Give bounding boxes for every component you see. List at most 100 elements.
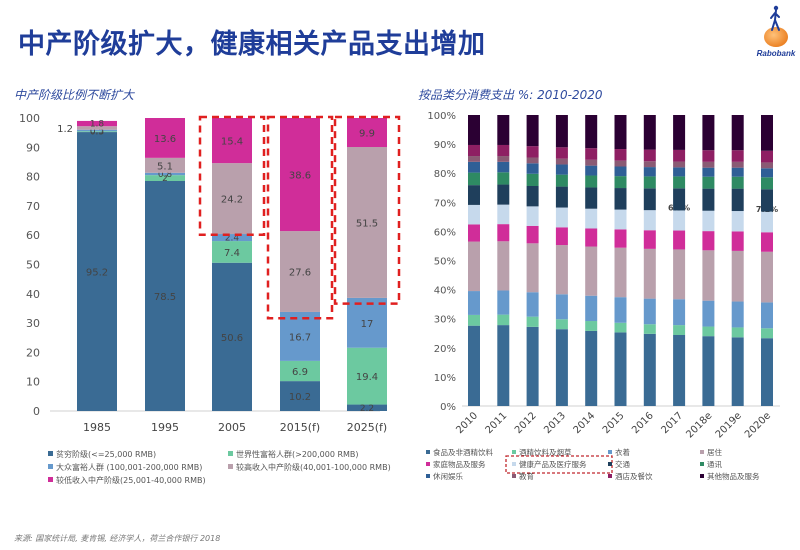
bar-segment xyxy=(731,231,744,251)
legend-label: 世界性富裕人群(>200,000 RMB) xyxy=(236,449,359,459)
bar-segment xyxy=(77,131,117,133)
bar-segment xyxy=(585,175,598,188)
legend-swatch xyxy=(426,474,430,478)
bar-segment xyxy=(614,209,627,230)
bar-segment xyxy=(731,250,744,302)
bar-segment xyxy=(761,251,773,303)
data-label: 0.5 xyxy=(90,126,104,136)
legend-label: 较高收入中产阶级(40,001-100,000 RMB) xyxy=(236,462,391,472)
right-chart: 0%10%20%30%40%50%60%70%80%90%100%2010 201… xyxy=(426,111,780,481)
data-label: 51.5 xyxy=(356,218,378,229)
bar-segment xyxy=(761,177,773,190)
bar-segment xyxy=(673,334,686,406)
bar-segment xyxy=(702,326,715,337)
bar-segment xyxy=(585,295,598,322)
bar-segment xyxy=(761,211,773,233)
bar-segment xyxy=(468,115,480,145)
bar-segment xyxy=(673,210,686,231)
bar-segment xyxy=(761,232,773,252)
bar-segment xyxy=(555,227,568,246)
bar-segment xyxy=(468,224,480,242)
legend-swatch xyxy=(512,450,516,454)
bar-segment xyxy=(526,186,539,207)
bar-segment xyxy=(643,230,656,249)
bar-segment xyxy=(673,167,686,177)
bar-segment xyxy=(643,149,656,162)
bar-segment xyxy=(614,188,627,210)
bar-segment xyxy=(468,156,480,162)
bar-segment xyxy=(585,148,598,160)
y-tick-label: 50% xyxy=(434,257,456,268)
bar-segment xyxy=(526,316,539,327)
bar-segment xyxy=(761,115,773,151)
data-label: 95.2 xyxy=(86,268,108,279)
legend-label: 酒店及餐饮 xyxy=(615,471,653,481)
bar-segment xyxy=(614,176,627,189)
y-tick-label: 0% xyxy=(440,402,456,413)
bar-segment xyxy=(702,300,715,327)
data-label: 0.8 xyxy=(158,170,173,180)
bar-segment xyxy=(526,326,539,406)
bar-segment xyxy=(555,207,568,228)
y-tick-label: 60% xyxy=(434,227,456,238)
data-label: 7.4 xyxy=(224,248,240,259)
data-label: 38.6 xyxy=(289,171,311,182)
bar-segment xyxy=(497,290,510,315)
x-tick-label: 2013 xyxy=(542,410,568,436)
bar-segment xyxy=(77,120,117,127)
bar-segment xyxy=(212,118,252,164)
bar-segment xyxy=(702,176,715,189)
bar-segment xyxy=(643,324,656,334)
bar-segment xyxy=(468,144,480,157)
logo-text: Rabobank xyxy=(756,49,796,58)
bar-segment xyxy=(731,337,744,406)
y-tick-label: 90% xyxy=(434,140,456,151)
bar-segment xyxy=(585,208,598,229)
data-label: 17 xyxy=(361,319,374,330)
legend-label: 教育 xyxy=(519,471,534,481)
bar-segment xyxy=(702,336,715,406)
bar-segment xyxy=(761,162,773,169)
bar-segment xyxy=(145,157,185,173)
legend-swatch xyxy=(48,464,53,469)
bar-segment xyxy=(145,172,185,176)
bar-segment xyxy=(526,206,539,226)
bar-segment xyxy=(585,321,598,331)
bar-segment xyxy=(643,161,656,168)
bar-segment xyxy=(614,297,627,323)
y-tick-label: 40% xyxy=(434,286,456,297)
bar-segment xyxy=(468,172,480,186)
bar-segment xyxy=(761,150,773,163)
bar-segment xyxy=(468,314,480,326)
bar-segment xyxy=(497,144,510,157)
bar-segment xyxy=(585,330,598,406)
bar-segment xyxy=(761,168,773,178)
bar-segment xyxy=(497,314,510,326)
bar-segment xyxy=(555,245,568,295)
y-tick-label: 30 xyxy=(26,317,40,330)
legend-swatch xyxy=(700,450,704,454)
legend-swatch xyxy=(426,450,430,454)
bar-segment xyxy=(761,302,773,329)
bar-segment xyxy=(673,249,686,300)
bar-segment xyxy=(212,262,252,411)
bar-segment xyxy=(497,184,510,205)
bar-segment xyxy=(761,189,773,212)
bar-segment xyxy=(497,115,510,145)
right-chart-title: 按品类分消费支出 %: 2010-2020 xyxy=(418,88,603,102)
bar-segment xyxy=(145,180,185,411)
bar-segment xyxy=(212,234,252,242)
legend-swatch xyxy=(512,462,516,466)
legend-swatch xyxy=(700,474,704,478)
bar-segment xyxy=(347,118,387,148)
bar-segment xyxy=(702,167,715,177)
y-tick-label: 20 xyxy=(26,346,40,359)
data-label: 6.9 xyxy=(292,367,308,378)
legend-label: 家庭物品及服务 xyxy=(433,459,486,469)
legend-label: 休闲娱乐 xyxy=(433,471,463,481)
bar-segment xyxy=(702,115,715,151)
bar-segment xyxy=(585,187,598,209)
legend-label: 通讯 xyxy=(707,459,722,469)
legend-swatch xyxy=(608,450,612,454)
bar-segment xyxy=(731,211,744,232)
